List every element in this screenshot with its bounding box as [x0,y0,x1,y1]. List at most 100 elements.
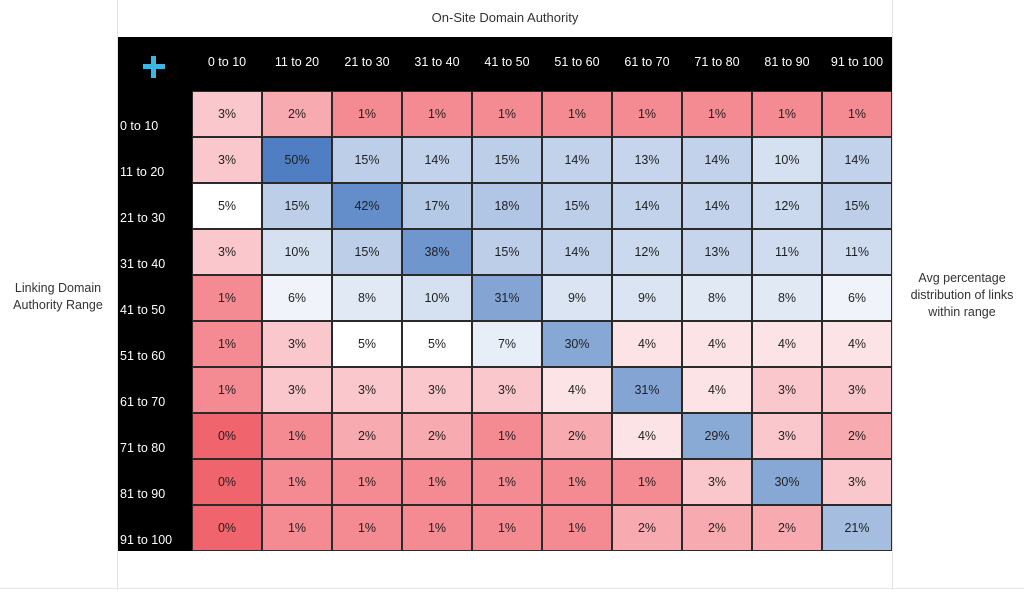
heatmap-cell: 1% [612,459,682,505]
heatmap-cell: 42% [332,183,402,229]
row-label: 31 to 40 [120,257,166,271]
heatmap-cell: 30% [542,321,612,367]
heatmap-cell: 11% [822,229,892,275]
row-label: 81 to 90 [120,487,166,501]
heatmap-cell: 17% [402,183,472,229]
heatmap-cell: 1% [822,91,892,137]
heatmap-cell: 0% [192,505,262,551]
heatmap-cell: 10% [262,229,332,275]
column-label: 41 to 50 [484,55,530,69]
heatmap-cell: 4% [752,321,822,367]
heatmap-cell: 14% [612,183,682,229]
heatmap-cell: 4% [612,413,682,459]
heatmap-cell: 14% [682,137,752,183]
heatmap-cell: 15% [472,229,542,275]
heatmap-cell: 4% [542,367,612,413]
heatmap-cell: 5% [332,321,402,367]
heatmap-cell: 5% [402,321,472,367]
heatmap-cell: 2% [542,413,612,459]
heatmap-cell: 1% [542,505,612,551]
column-label: 51 to 60 [554,55,600,69]
heatmap-cell: 5% [192,183,262,229]
heatmap-cell: 4% [682,321,752,367]
column-label: 31 to 40 [414,55,460,69]
column-label: 21 to 30 [344,55,390,69]
heatmap-cell: 3% [752,413,822,459]
heatmap-cell: 3% [332,367,402,413]
right-divider [892,0,893,590]
heatmap-cell: 8% [682,275,752,321]
heatmap-cell: 9% [612,275,682,321]
heatmap-cell: 3% [682,459,752,505]
heatmap-cell: 31% [612,367,682,413]
heatmap-cell: 1% [192,367,262,413]
heatmap-cell: 3% [192,137,262,183]
heatmap-cell: 3% [192,91,262,137]
heatmap-cell: 15% [262,183,332,229]
heatmap-cell: 7% [472,321,542,367]
heatmap-cell: 1% [542,459,612,505]
heatmap-cell: 15% [542,183,612,229]
heatmap-cell: 8% [332,275,402,321]
heatmap-cell: 1% [262,459,332,505]
left-margin-panel [0,0,118,590]
heatmap-cell: 3% [822,367,892,413]
plus-icon[interactable] [138,51,170,83]
heatmap-cell: 30% [752,459,822,505]
heatmap-cell: 13% [682,229,752,275]
heatmap-cell: 10% [752,137,822,183]
heatmap-cell: 8% [752,275,822,321]
heatmap-cell: 2% [612,505,682,551]
heatmap-cell: 1% [402,91,472,137]
heatmap-cell: 1% [332,459,402,505]
heatmap-cell: 0% [192,459,262,505]
heatmap-cell: 31% [472,275,542,321]
bottom-divider [0,588,1024,589]
heatmap-cell: 1% [752,91,822,137]
heatmap-cell: 1% [682,91,752,137]
legend-note: Avg percentage distribution of links wit… [910,271,1014,319]
row-label: 51 to 60 [120,349,166,363]
heatmap-cell: 0% [192,413,262,459]
heatmap-cell: 1% [542,91,612,137]
heatmap-cell: 1% [192,275,262,321]
heatmap-cell: 4% [682,367,752,413]
column-axis-title: On-Site Domain Authority [431,10,579,25]
heatmap-cell: 9% [542,275,612,321]
heatmap-cell: 1% [472,413,542,459]
row-label: 11 to 20 [120,165,165,179]
column-label: 91 to 100 [830,55,884,69]
heatmap-cell: 2% [822,413,892,459]
heatmap-cell: 3% [752,367,822,413]
heatmap-cell: 1% [472,91,542,137]
heatmap-cell: 2% [262,91,332,137]
heatmap-cell: 50% [262,137,332,183]
row-axis-title: Linking Domain Authority Range [13,281,103,312]
heatmap-cell: 1% [402,505,472,551]
heatmap-cell: 14% [822,137,892,183]
column-label: 61 to 70 [624,55,670,69]
column-label: 81 to 90 [764,55,810,69]
heatmap-cell: 14% [542,229,612,275]
row-label: 71 to 80 [120,441,166,455]
heatmap-cell: 3% [192,229,262,275]
heatmap-cell: 13% [612,137,682,183]
heatmap-cell: 1% [192,321,262,367]
row-label: 61 to 70 [120,395,166,409]
heatmap-cell: 1% [332,505,402,551]
heatmap-cell: 1% [472,459,542,505]
heatmap-cell: 3% [262,367,332,413]
heatmap-cell: 4% [612,321,682,367]
heatmap-cell: 1% [402,459,472,505]
heatmap-cell: 3% [402,367,472,413]
column-label: 11 to 20 [274,55,320,69]
heatmap-chart: 0 to 10 11 to 20 21 to 30 31 to 40 41 to 50 5… [118,37,892,551]
column-label: 71 to 80 [694,55,740,69]
heatmap-cell: 2% [682,505,752,551]
heatmap-cell: 14% [402,137,472,183]
row-label: 41 to 50 [120,303,166,317]
heatmap-cell: 10% [402,275,472,321]
heatmap-cell: 14% [542,137,612,183]
heatmap-cell: 29% [682,413,752,459]
heatmap-cell: 1% [332,91,402,137]
